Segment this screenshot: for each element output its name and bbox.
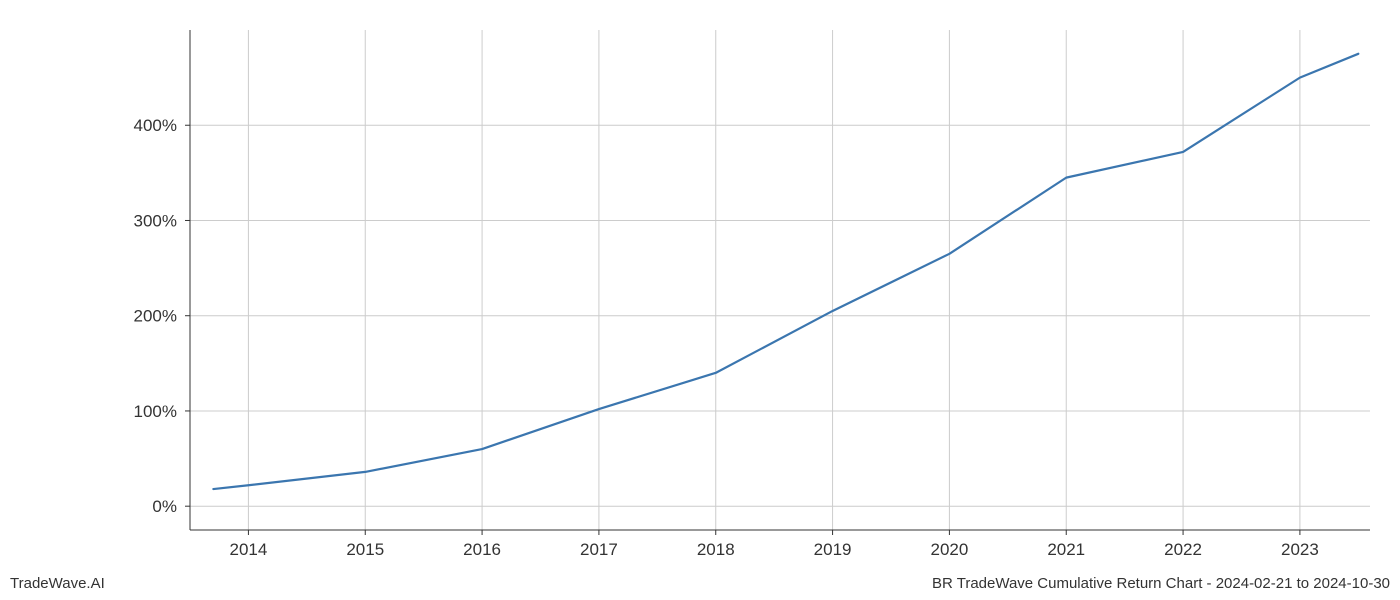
svg-text:100%: 100% (134, 402, 177, 421)
footer-left-label: TradeWave.AI (10, 575, 105, 592)
svg-text:200%: 200% (134, 307, 177, 326)
footer-right-label: BR TradeWave Cumulative Return Chart - 2… (932, 575, 1390, 592)
svg-text:2019: 2019 (814, 540, 852, 559)
svg-text:2016: 2016 (463, 540, 501, 559)
svg-text:2022: 2022 (1164, 540, 1202, 559)
svg-text:300%: 300% (134, 211, 177, 230)
svg-text:2020: 2020 (930, 540, 968, 559)
svg-text:2021: 2021 (1047, 540, 1085, 559)
svg-text:400%: 400% (134, 116, 177, 135)
chart-container: 2014 2015 2016 2017 2018 2019 2020 2021 2022 2023… (0, 0, 1400, 600)
svg-text:2018: 2018 (697, 540, 735, 559)
svg-text:0%: 0% (152, 497, 177, 516)
svg-text:2023: 2023 (1281, 540, 1319, 559)
svg-text:2014: 2014 (230, 540, 268, 559)
svg-text:2015: 2015 (346, 540, 384, 559)
svg-text:2017: 2017 (580, 540, 618, 559)
line-chart: 2014 2015 2016 2017 2018 2019 2020 2021 2022 2023… (0, 0, 1400, 600)
